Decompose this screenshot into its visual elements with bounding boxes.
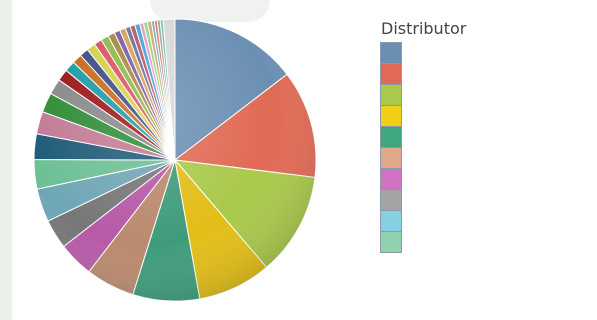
pie-slices [33,18,317,302]
legend [380,42,402,253]
legend-swatch-9 [380,211,402,232]
legend-swatch-5 [380,127,402,148]
legend-swatch-6 [380,148,402,169]
legend-swatch-2 [380,64,402,85]
legend-swatch-7 [380,169,402,190]
legend-swatch-10 [380,232,402,253]
background-shape [150,0,270,22]
legend-swatch-1 [380,42,402,64]
legend-swatch-8 [380,190,402,211]
legend-swatch-4 [380,106,402,127]
legend-title: Distributor [381,19,467,38]
legend-swatch-3 [380,85,402,106]
